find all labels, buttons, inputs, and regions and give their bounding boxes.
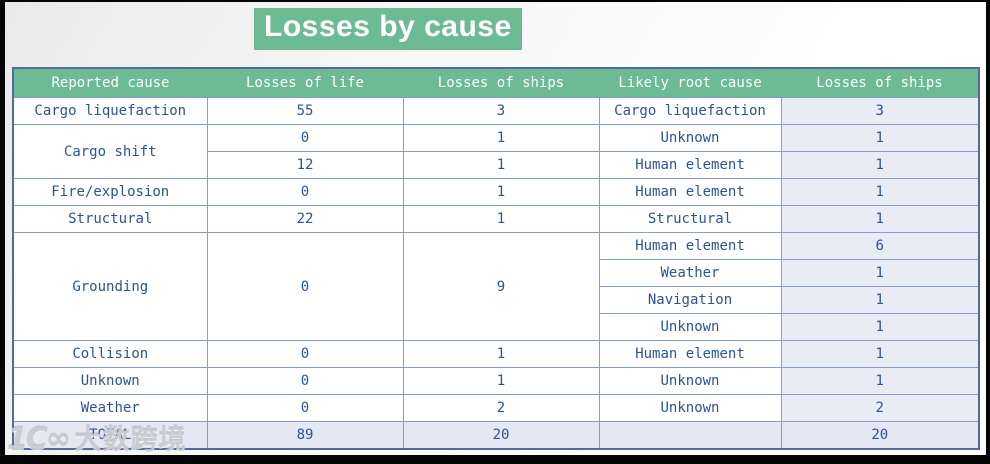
table-cell: 3 [402, 97, 600, 125]
table-cell: 2 [780, 394, 980, 422]
column-header: Losses of ships [403, 68, 599, 98]
table-row: Collision 0 1 Human element 1 [12, 340, 980, 368]
losses-table: Reported cause Losses of life Losses of sh… [12, 67, 980, 450]
column-header: Likely root cause [599, 68, 781, 98]
table-cell: 1 [402, 367, 600, 395]
table-cell: 1 [780, 178, 980, 206]
table-cell: Navigation [598, 286, 782, 314]
table-cell: Fire/explosion [12, 178, 208, 206]
table-row: Weather 1 [13, 259, 980, 287]
table-cell: 1 [402, 151, 600, 179]
table-row: Cargo shift 0 1 Unknown 1 [12, 124, 980, 179]
table-cell: 1 [402, 205, 600, 233]
table-cell: 1 [780, 259, 980, 287]
table-cell: 0 [206, 178, 404, 206]
table-row: Grounding 0 9 Human element 6 [12, 232, 980, 341]
table-cell: Cargo liquefaction [12, 97, 208, 125]
table-row: Cargo liquefaction 55 3 Cargo liquefaction 3 [12, 97, 980, 125]
table-cell: 1 [780, 205, 980, 233]
table-cell: 22 [206, 205, 404, 233]
column-header: Losses of life [207, 68, 403, 98]
table-cell: Unknown [598, 394, 782, 422]
table-cell: Weather [12, 394, 208, 422]
table-cell: 20 [402, 421, 600, 450]
table-cell: 6 [780, 232, 980, 260]
table-cell: 9 [402, 232, 600, 341]
table-cell: 1 [402, 178, 600, 206]
table-cell: 0 [206, 394, 404, 422]
table-cell: Weather [598, 259, 782, 287]
table-cell: 1 [780, 286, 980, 314]
table-row: Unknown 0 1 Unknown 1 [12, 367, 980, 395]
table-cell: 20 [780, 421, 980, 450]
total-row: TOTAL 89 20 20 [12, 421, 980, 450]
table-cell: 2 [402, 394, 600, 422]
table-cell: 55 [206, 97, 404, 125]
slide-background: Losses by cause Reported cause Losses of … [5, 2, 986, 457]
table-cell: 1 [780, 340, 980, 368]
table-cell: 1 [402, 124, 600, 152]
column-header: Reported cause [13, 68, 207, 98]
table-row: Structural 22 1 Structural 1 [12, 205, 980, 233]
table-cell: 1 [780, 313, 980, 341]
table-cell: 1 [402, 340, 600, 368]
table-cell: Cargo shift [12, 124, 208, 179]
table-cell: 1 [780, 124, 980, 152]
table-cell: 1 [780, 367, 980, 395]
table-cell: Human element [598, 232, 782, 260]
table-cell: Human element [598, 340, 782, 368]
table-cell: 0 [206, 232, 404, 341]
table-row: Unknown 1 [13, 313, 980, 341]
table-cell: TOTAL [12, 421, 208, 450]
table-cell: Unknown [598, 367, 782, 395]
table-cell: Unknown [598, 124, 782, 152]
table-cell: Unknown [12, 367, 208, 395]
table-row: 12 1 Human element 1 [13, 151, 980, 179]
table-row: Fire/explosion 0 1 Human element 1 [12, 178, 980, 206]
losses-table-container: Reported cause Losses of life Losses of sh… [12, 67, 980, 450]
table-cell: Cargo liquefaction [598, 97, 782, 125]
table-cell: Unknown [598, 313, 782, 341]
table-cell: Structural [598, 205, 782, 233]
page-title: Losses by cause [254, 8, 522, 50]
table-cell: 3 [780, 97, 980, 125]
table-cell [598, 421, 782, 450]
table-cell: 0 [206, 124, 404, 152]
table-cell: 1 [780, 151, 980, 179]
table-cell: 89 [206, 421, 404, 450]
table-cell: 12 [206, 151, 404, 179]
table-cell: 0 [206, 340, 404, 368]
table-row: Navigation 1 [13, 286, 980, 314]
column-header: Losses of ships [781, 68, 979, 98]
table-cell: Grounding [12, 232, 208, 341]
table-cell: 0 [206, 367, 404, 395]
table-cell: Human element [598, 151, 782, 179]
header-row: Reported cause Losses of life Losses of sh… [13, 68, 979, 98]
table-cell: Structural [12, 205, 208, 233]
table-cell: Collision [12, 340, 208, 368]
table-row: Weather 0 2 Unknown 2 [12, 394, 980, 422]
table-body: Cargo liquefaction 55 3 Cargo liquefaction 3… [12, 97, 980, 450]
table-cell: Human element [598, 178, 782, 206]
